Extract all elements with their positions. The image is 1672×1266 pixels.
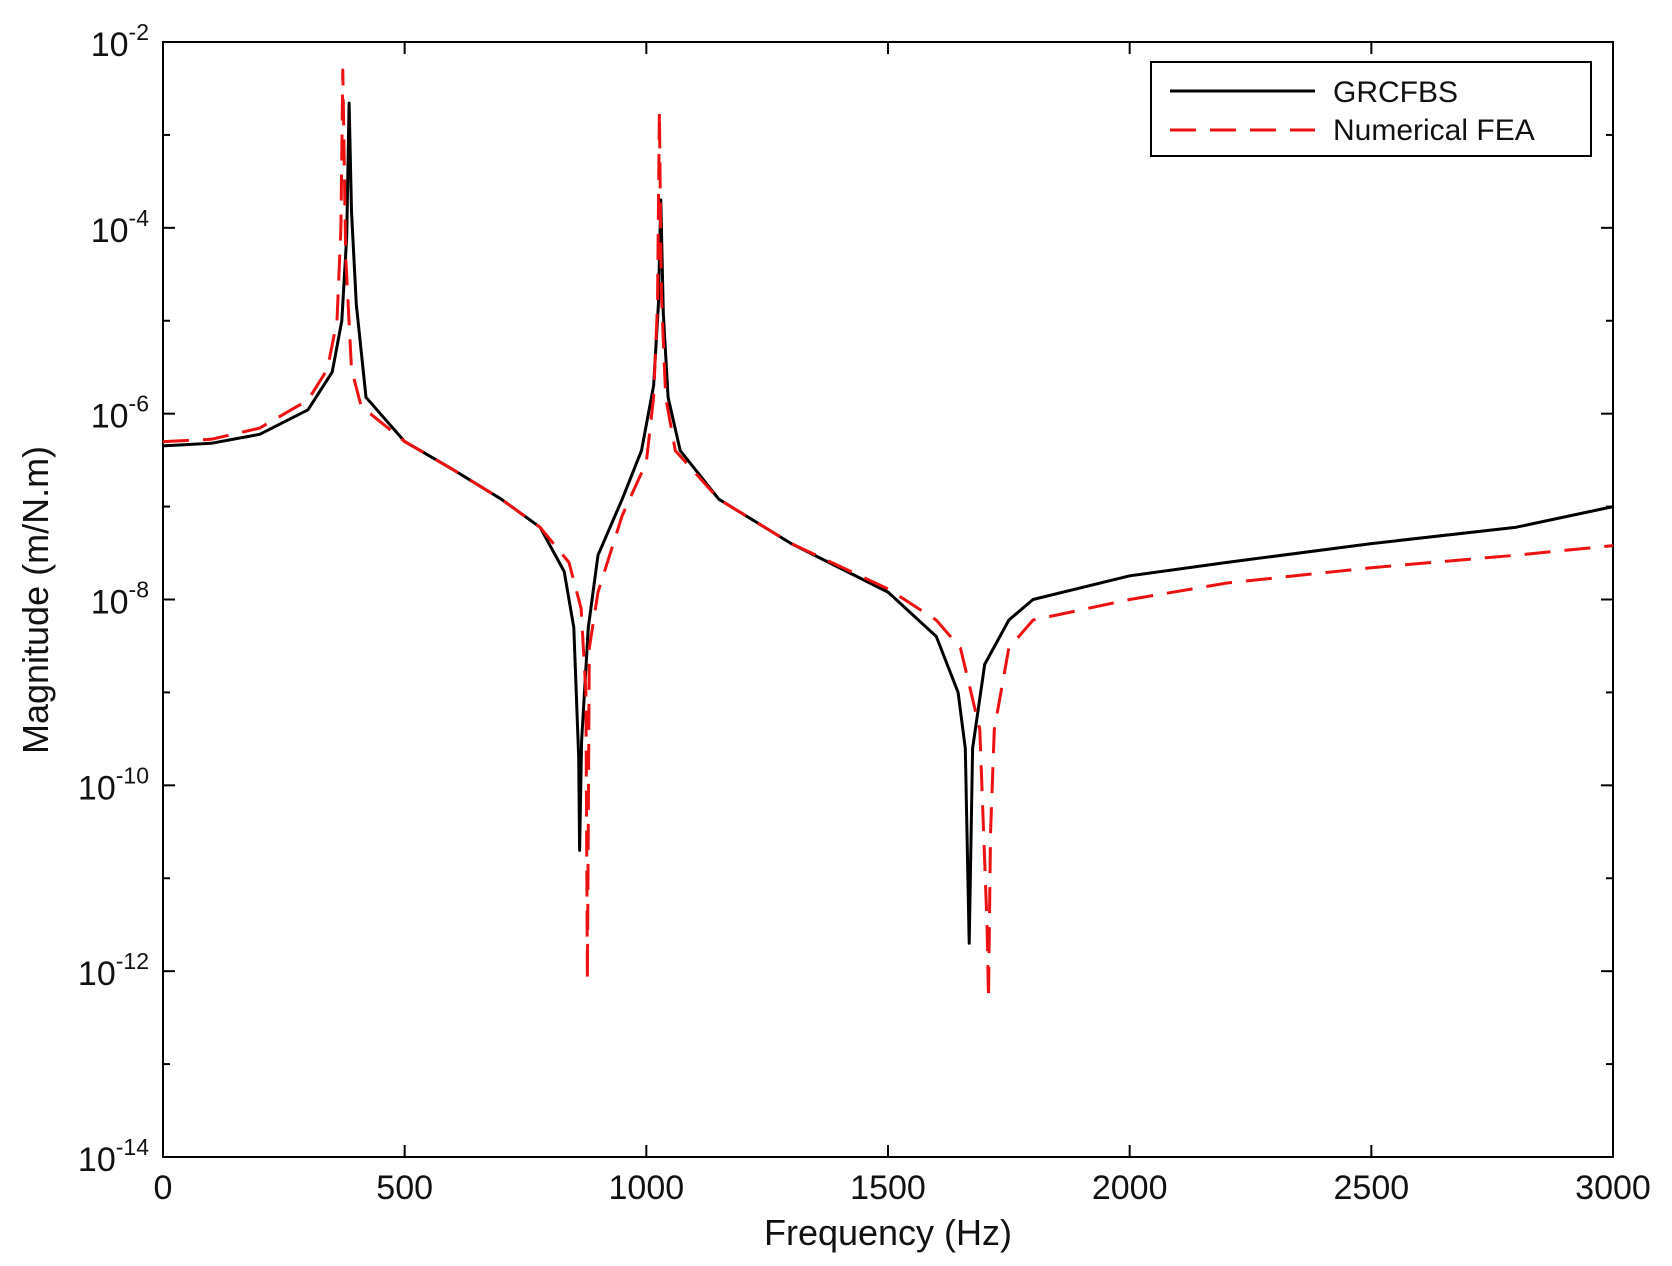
x-axis-title: Frequency (Hz) [764,1212,1012,1253]
y-tick-label: 10-8 [91,577,149,622]
y-axis-title: Magnitude (m/N.m) [15,446,56,754]
y-tick-label: 10-6 [91,391,149,436]
y-tick-label: 10-12 [78,948,149,993]
y-tick-label: 10-4 [91,205,149,250]
x-tick-label: 1000 [609,1169,685,1207]
x-axis-ticks: 0 500 1000 1500 2000 2500 3000 [154,42,1651,1207]
x-tick-label: 2000 [1092,1169,1168,1207]
x-tick-label: 0 [154,1169,173,1207]
legend: GRCFBS Numerical FEA [1150,61,1592,157]
series-layer [162,68,1614,1001]
series-line-grcfbs [162,101,1614,945]
x-tick-label: 2500 [1334,1169,1410,1207]
series-line-numerical-fea [162,68,1614,1001]
y-tick-label: 10-10 [78,762,149,807]
legend-label-grcfbs: GRCFBS [1333,76,1458,109]
x-tick-label: 500 [376,1169,433,1207]
plot-area [162,41,1614,1158]
y-tick-label: 10-2 [91,19,149,64]
y-axis-ticks: 10-14 10-12 10-10 10-8 10-6 10-4 10-2 [78,19,1613,1179]
y-tick-label: 10-14 [78,1134,149,1179]
legend-label-numerical-fea: Numerical FEA [1333,114,1535,147]
x-tick-label: 1500 [850,1169,926,1207]
legend-box [1150,61,1592,157]
x-tick-label: 3000 [1575,1169,1651,1207]
